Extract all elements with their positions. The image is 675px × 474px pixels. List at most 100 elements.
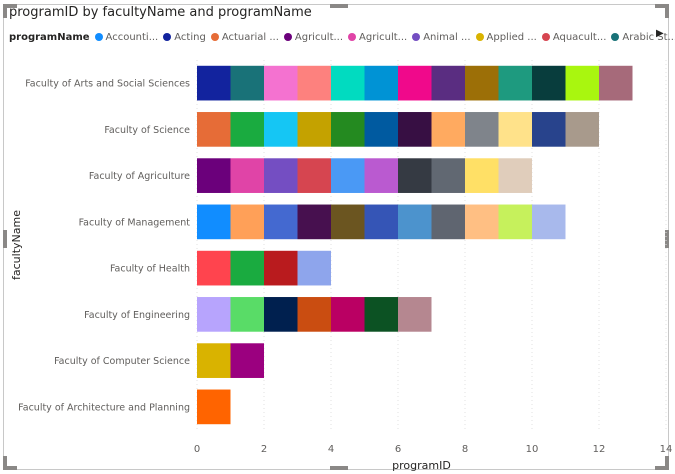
- legend-swatch: [611, 33, 620, 41]
- resize-handle-bottom-right[interactable]: [655, 466, 669, 470]
- legend-label: Arabic St...: [622, 31, 675, 43]
- legend-item[interactable]: Acting: [163, 32, 206, 43]
- legend-label: Accounti...: [105, 31, 159, 43]
- x-tick-label: 2: [261, 444, 267, 455]
- bar-segment: [364, 297, 398, 332]
- bar-segment: [431, 112, 465, 147]
- bar-segment: [264, 65, 298, 101]
- bar-segment: [230, 158, 264, 193]
- bar-segment: [264, 297, 298, 332]
- resize-handle-bottom[interactable]: [330, 466, 348, 470]
- x-tick-label: 14: [660, 444, 673, 455]
- bar-segment: [197, 158, 231, 193]
- bar-segment: [264, 158, 298, 193]
- y-category-label: Faculty of Agriculture: [89, 171, 190, 182]
- bar-segment: [264, 250, 298, 286]
- bar-segment: [197, 65, 231, 101]
- y-category-label: Faculty of Health: [110, 264, 190, 275]
- legend-item[interactable]: Applied ...: [475, 31, 537, 43]
- legend-item[interactable]: Arabic St...: [611, 32, 675, 43]
- legend-title: programName: [9, 31, 90, 43]
- legend-item[interactable]: Agricult...: [283, 31, 344, 43]
- bar-segment: [264, 112, 298, 147]
- resize-handle-bottom-right-vertical[interactable]: [665, 456, 669, 470]
- legend-items: Accounti... Acting Actuarial ... Agricult..…: [94, 31, 675, 43]
- bar-segment: [331, 112, 365, 147]
- bar-segment: [398, 112, 432, 147]
- x-tick-label: 0: [194, 444, 200, 455]
- chart-legend: programName Accounti... Acting Actuarial .…: [9, 29, 675, 45]
- chart-title: programID by facultyName and programName: [9, 5, 312, 20]
- legend-label: Actuarial ...: [221, 31, 279, 43]
- bar-segment: [297, 204, 331, 240]
- bar-segment: [264, 204, 298, 240]
- y-axis-title: facultyName: [10, 210, 23, 280]
- bar-segment: [331, 297, 365, 332]
- resize-handle-top-left[interactable]: [3, 4, 17, 8]
- resize-handle-left[interactable]: [3, 230, 7, 248]
- bar-segment: [297, 65, 331, 101]
- legend-swatch: [94, 33, 103, 41]
- bar-segment: [230, 297, 264, 332]
- resize-handle-bottom-left-vertical[interactable]: [3, 456, 7, 470]
- resize-handle-top[interactable]: [330, 4, 348, 8]
- legend-item[interactable]: Actuarial ...: [210, 31, 279, 43]
- bar-segment: [230, 204, 264, 240]
- bar-segment: [331, 204, 365, 240]
- bar-segment: [230, 65, 264, 101]
- bar-segment: [197, 389, 231, 425]
- resize-handle-top-right[interactable]: [655, 4, 669, 8]
- legend-item[interactable]: Aquacult...: [541, 31, 607, 43]
- y-category-label: Faculty of Management: [79, 217, 191, 228]
- legend-swatch: [348, 33, 357, 41]
- bar-segment: [431, 65, 465, 101]
- legend-label: Agricult...: [294, 31, 344, 43]
- legend-swatch: [163, 33, 172, 41]
- bar-segment: [230, 250, 264, 286]
- legend-label: Applied ...: [486, 31, 537, 43]
- legend-label: Acting: [174, 31, 206, 43]
- resize-handle-top-left-vertical[interactable]: [3, 4, 7, 18]
- resize-handle-top-right-vertical[interactable]: [665, 4, 669, 18]
- bar-segment: [398, 204, 432, 240]
- bar-segment: [532, 204, 566, 240]
- x-tick-label: 12: [593, 444, 606, 455]
- x-tick-label: 8: [462, 444, 468, 455]
- bar-segment: [364, 112, 398, 147]
- legend-swatch: [283, 33, 292, 41]
- legend-swatch: [210, 33, 219, 41]
- bar-segment: [565, 65, 599, 101]
- legend-next-arrow-icon[interactable]: ▶: [656, 28, 664, 39]
- bar-segment: [197, 204, 231, 240]
- bar-segment: [297, 250, 331, 286]
- legend-swatch: [541, 33, 550, 41]
- legend-item[interactable]: Agricult...: [348, 32, 407, 43]
- x-tick-label: 6: [395, 444, 401, 455]
- legend-label: Animal ...: [423, 31, 471, 43]
- bar-segment: [364, 65, 398, 101]
- resize-handle-right[interactable]: [665, 230, 669, 248]
- resize-handle-bottom-left[interactable]: [3, 466, 17, 470]
- legend-swatch: [475, 33, 484, 41]
- x-tick-label: 10: [526, 444, 539, 455]
- bar-segment: [297, 297, 331, 332]
- legend-item[interactable]: Accounti...: [94, 31, 159, 43]
- bar-segment: [498, 112, 532, 147]
- bar-segment: [465, 65, 499, 101]
- bar-segment: [431, 158, 465, 193]
- x-tick-label: 4: [328, 444, 334, 455]
- bar-segment: [498, 204, 532, 240]
- legend-label: Aquacult...: [552, 31, 607, 43]
- bar-segment: [498, 65, 532, 101]
- bar-segment: [230, 112, 264, 147]
- bar-segment: [565, 112, 599, 147]
- legend-item[interactable]: Animal ...: [412, 31, 471, 43]
- y-category-label: Faculty of Engineering: [84, 310, 190, 321]
- bar-segment: [465, 158, 499, 193]
- bar-segment: [465, 204, 499, 240]
- bar-segment: [197, 297, 231, 332]
- bar-segment: [197, 112, 231, 147]
- legend-label: Agricult...: [359, 31, 408, 43]
- bar-segment: [331, 158, 365, 193]
